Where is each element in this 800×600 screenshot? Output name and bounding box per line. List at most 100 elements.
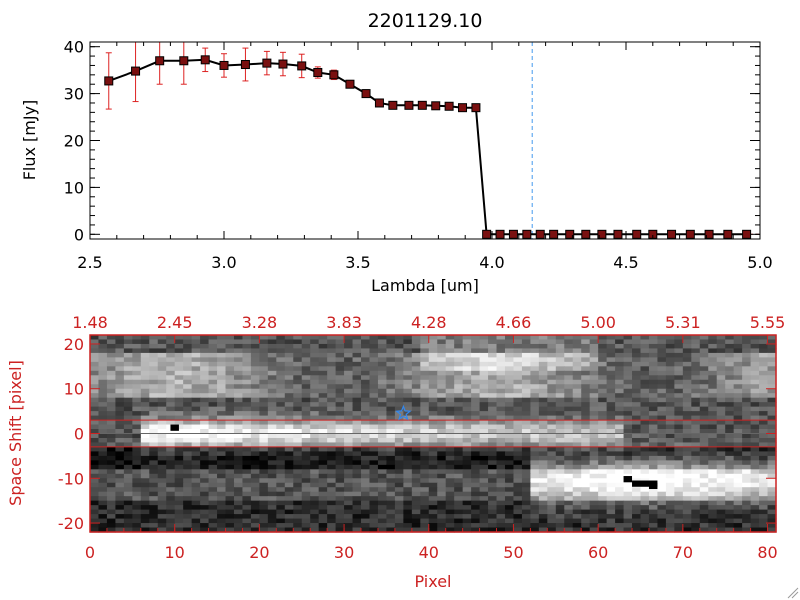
image-pixel xyxy=(691,500,701,506)
image-pixel xyxy=(132,429,142,435)
image-pixel xyxy=(115,429,125,435)
image-pixel xyxy=(479,442,489,448)
image-pixel xyxy=(428,339,438,345)
resize-grip[interactable] xyxy=(787,587,799,599)
image-pixel xyxy=(462,397,472,403)
image-pixel xyxy=(648,393,659,399)
image-pixel xyxy=(767,388,777,394)
image-pixel xyxy=(589,491,599,497)
image-pixel xyxy=(200,505,210,511)
image-pixel xyxy=(233,357,244,363)
image-pixel xyxy=(530,518,540,524)
image-pixel xyxy=(513,402,523,408)
image-pixel xyxy=(640,433,650,439)
image-pixel xyxy=(411,335,421,341)
image-pixel xyxy=(606,433,616,439)
data-point xyxy=(667,229,677,239)
image-pixel xyxy=(318,384,328,390)
image-pixel xyxy=(581,518,591,524)
image-pixel xyxy=(682,469,692,475)
image-pixel xyxy=(335,518,345,524)
image-pixel xyxy=(623,455,633,461)
image-pixel xyxy=(504,388,515,394)
image-pixel xyxy=(479,343,489,350)
image-pixel xyxy=(767,424,777,430)
image-pixel xyxy=(166,487,176,493)
image-pixel xyxy=(318,437,328,444)
image-pixel xyxy=(293,482,303,488)
image-pixel xyxy=(479,433,489,439)
image-pixel xyxy=(344,339,354,345)
image-pixel xyxy=(208,482,218,488)
image-pixel xyxy=(259,352,269,358)
image-pixel xyxy=(479,379,489,385)
image-pixel xyxy=(428,370,438,376)
image-pixel xyxy=(674,420,684,426)
image-pixel xyxy=(521,482,531,488)
image-pixel xyxy=(377,379,388,385)
image-pixel xyxy=(657,339,667,345)
image-pixel xyxy=(437,352,447,358)
image-pixel xyxy=(682,478,692,484)
image-pixel xyxy=(284,361,294,367)
image-pixel xyxy=(411,375,421,381)
image-pixel xyxy=(767,478,777,484)
image-pixel xyxy=(682,402,692,408)
image-pixel xyxy=(437,375,447,381)
image-pixel xyxy=(598,514,608,520)
image-pixel xyxy=(521,339,531,345)
image-pixel xyxy=(547,335,557,341)
image-pixel xyxy=(623,406,633,412)
image-pixel xyxy=(750,442,760,448)
image-pixel xyxy=(276,366,286,372)
image-pixel xyxy=(471,482,481,488)
image-pixel xyxy=(327,335,337,341)
image-pixel xyxy=(259,509,269,515)
image-pixel xyxy=(759,469,769,475)
image-pixel xyxy=(242,509,252,515)
image-pixel xyxy=(682,335,692,341)
image-pixel xyxy=(555,393,565,399)
image-pixel xyxy=(191,348,201,354)
image-pixel xyxy=(276,429,286,435)
image-pixel xyxy=(759,420,769,426)
data-point xyxy=(262,58,272,68)
image-pixel xyxy=(648,514,659,520)
image-pixel xyxy=(674,384,684,390)
image-pixel xyxy=(284,469,294,475)
image-pixel xyxy=(640,393,650,399)
image-pixel xyxy=(598,388,608,394)
image-pixel xyxy=(335,384,345,390)
image-pixel xyxy=(200,451,210,457)
image-pixel xyxy=(98,375,108,381)
image-pixel xyxy=(521,433,531,439)
image-pixel xyxy=(123,451,133,457)
image-pixel xyxy=(471,505,481,511)
image-pixel xyxy=(555,518,565,524)
image-pixel xyxy=(674,366,684,372)
image-pixel xyxy=(640,352,650,358)
image-pixel xyxy=(623,446,633,453)
image-pixel xyxy=(242,370,252,376)
image-pixel xyxy=(674,339,684,345)
image-pixel xyxy=(310,482,320,488)
image-pixel xyxy=(191,379,201,385)
image-pixel xyxy=(733,523,743,529)
image-pixel xyxy=(699,509,709,515)
image-pixel xyxy=(488,343,498,350)
image-pixel xyxy=(606,370,616,376)
image-pixel xyxy=(394,460,404,466)
image-pixel xyxy=(411,343,421,350)
image-pixel xyxy=(250,415,260,421)
image-pixel xyxy=(377,514,388,520)
image-pixel xyxy=(564,379,574,385)
image-pixel xyxy=(293,460,303,466)
image-pixel xyxy=(403,482,413,488)
image-pixel xyxy=(428,424,438,430)
image-pixel xyxy=(699,379,709,385)
image-pixel xyxy=(394,406,404,412)
image-pixel xyxy=(377,500,388,506)
image-pixel xyxy=(123,446,133,453)
image-pixel xyxy=(98,348,108,354)
image-pixel xyxy=(411,473,421,479)
